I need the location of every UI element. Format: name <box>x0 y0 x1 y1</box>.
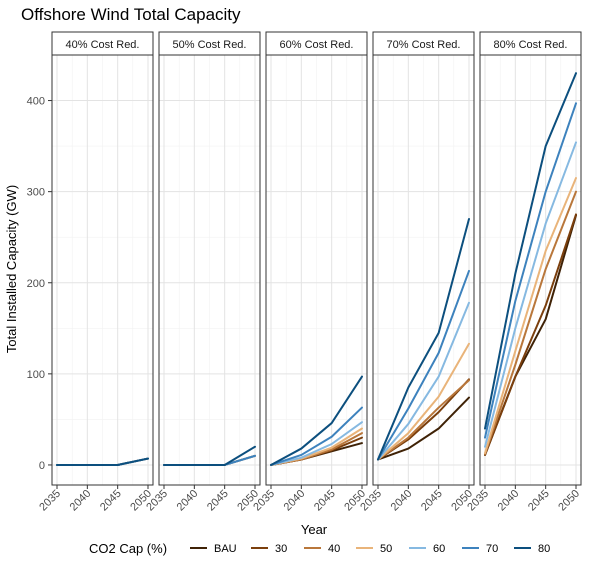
y-tick-label: 400 <box>27 96 45 108</box>
legend-label: 70 <box>486 543 498 555</box>
chart-title: Offshore Wind Total Capacity <box>21 5 241 24</box>
legend-item: 60 <box>409 543 445 555</box>
series-line-80 <box>163 445 256 466</box>
x-tick-label: 2035 <box>37 488 63 514</box>
facet-strip-label: 80% Cost Red. <box>494 39 568 51</box>
facet-panel: 50% Cost Red.2035 2040 2045 2050 <box>144 31 261 514</box>
legend-item: 30 <box>251 543 287 555</box>
facet-panel: 80% Cost Red.2035 2040 2045 2050 <box>465 31 582 514</box>
panel-border <box>265 54 368 486</box>
series-line-50 <box>484 176 577 455</box>
x-tick-label: 2045 <box>312 488 338 514</box>
series-line-60 <box>484 141 577 448</box>
x-tick-label: 2050 <box>556 488 582 514</box>
panel-border <box>158 54 261 486</box>
legend-label: 80 <box>538 543 550 555</box>
legend: CO2 Cap (%) BAU 30 40 50 60 70 80 <box>89 541 550 556</box>
legend-label: 60 <box>433 543 445 555</box>
panel-border <box>372 54 475 486</box>
series-line-70 <box>270 406 363 466</box>
x-tick-label: 2040 <box>68 488 94 514</box>
legend-label: 40 <box>328 543 340 555</box>
facet-strip-label: 40% Cost Red. <box>66 39 140 51</box>
legend-item: 40 <box>304 543 340 555</box>
legend-item: BAU <box>190 543 237 555</box>
panel-border <box>51 54 154 486</box>
series-line-40 <box>484 190 577 456</box>
x-tick-label: 2045 <box>526 488 552 514</box>
y-tick-label: 300 <box>27 187 45 199</box>
legend-label: 30 <box>275 543 287 555</box>
series-line-70 <box>377 269 470 461</box>
series-line-50 <box>377 342 470 461</box>
legend-item: 80 <box>514 543 550 555</box>
series-line-80 <box>377 217 470 461</box>
y-tick-label: 0 <box>39 460 45 472</box>
series-line-60 <box>377 301 470 461</box>
series-line-80 <box>56 457 149 466</box>
facet-panel: 70% Cost Red.2035 2040 2045 2050 <box>358 31 475 514</box>
y-tick-label: 100 <box>27 369 45 381</box>
panel-border <box>479 54 582 486</box>
y-tick-label: 200 <box>27 278 45 290</box>
x-tick-label: 2040 <box>389 488 415 514</box>
x-tick-label: 2045 <box>98 488 124 514</box>
series-line-70 <box>484 102 577 439</box>
series-line-bau <box>377 396 470 461</box>
series-line-80 <box>270 375 363 466</box>
series-line-80 <box>484 72 577 430</box>
x-tick-label: 2045 <box>205 488 231 514</box>
series-line-60 <box>270 421 363 466</box>
x-tick-label: 2045 <box>419 488 445 514</box>
legend-item: 70 <box>462 543 498 555</box>
y-axis-title: Total Installed Capacity (GW) <box>4 185 19 353</box>
facet-strip-label: 70% Cost Red. <box>387 39 461 51</box>
series-line-40 <box>377 379 470 461</box>
legend-label: BAU <box>214 543 237 555</box>
x-tick-label: 2040 <box>175 488 201 514</box>
x-tick-label: 2040 <box>496 488 522 514</box>
facet-strip-label: 50% Cost Red. <box>173 39 247 51</box>
x-tick-label: 2040 <box>282 488 308 514</box>
series-line-30 <box>484 213 577 456</box>
legend-label: 50 <box>380 543 392 555</box>
x-axis-title: Year <box>301 522 328 537</box>
legend-title: CO2 Cap (%) <box>89 541 167 556</box>
legend-item: 50 <box>356 543 392 555</box>
facet-strip-label: 60% Cost Red. <box>280 39 354 51</box>
facet-panel: 60% Cost Red.2035 2040 2045 2050 <box>251 31 368 514</box>
facet-panel: 40% Cost Red.2035 2040 2045 2050 <box>37 31 154 514</box>
